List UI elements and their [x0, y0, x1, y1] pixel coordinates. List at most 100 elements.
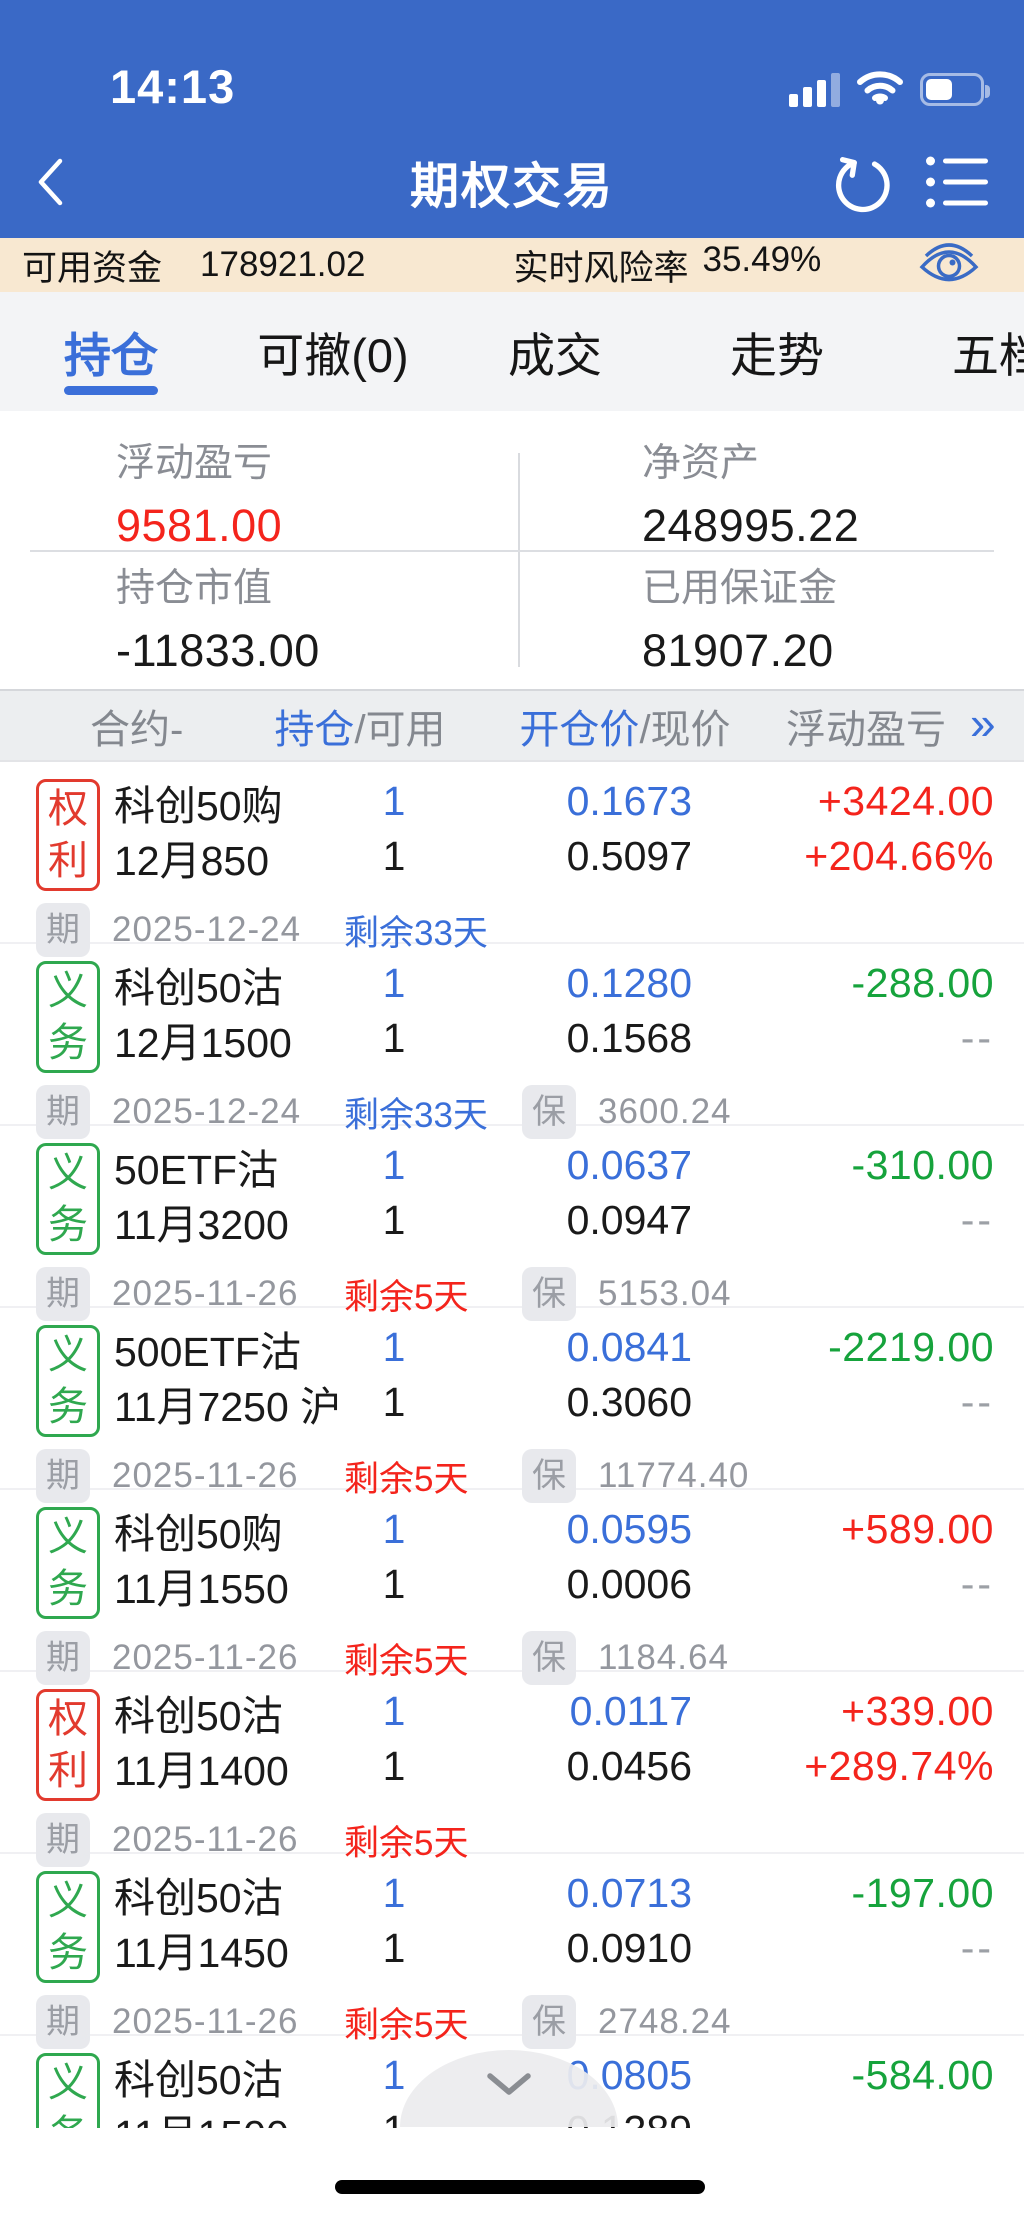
margin-badge: 保	[522, 1631, 576, 1685]
app-header: 14:13	[0, 0, 1024, 238]
pnl-percent: +289.74%	[804, 1743, 994, 1789]
margin-value: 5153.04	[598, 1274, 732, 1313]
position-qty: 1	[382, 960, 406, 1006]
order-list-icon[interactable]	[926, 155, 988, 209]
open-price: 0.0841	[566, 1324, 692, 1370]
tab-trend[interactable]: 走势	[730, 329, 824, 382]
cellular-signal-icon	[789, 72, 840, 107]
contract-name: 科创50沽	[114, 1692, 283, 1739]
last-price: 0.5097	[566, 833, 692, 879]
position-row[interactable]: 权利 科创50购 1 0.1673 +3424.00 12月850 1 0.50…	[0, 762, 1024, 957]
position-qty: 1	[382, 778, 406, 824]
market-value-cell: 持仓市值 -11833.00	[0, 554, 518, 679]
open-price: 0.0595	[566, 1506, 692, 1552]
home-indicator[interactable]	[335, 2180, 705, 2194]
contract-strike: 11月1450	[114, 1929, 289, 1976]
last-price: 0.0456	[566, 1743, 692, 1789]
available-funds-value: 178921.02	[200, 245, 366, 284]
position-row[interactable]: 义务 科创50沽 1 0.0713 -197.00 11月1450 1 0.09…	[0, 1854, 1024, 2049]
position-row[interactable]: 义务 500ETF沽 1 0.0841 -2219.00 11月7250 沪 1…	[0, 1308, 1024, 1503]
open-price: 0.1280	[566, 960, 692, 1006]
obligation-side-badge: 义务	[36, 961, 100, 1073]
nav-bar: 期权交易	[0, 126, 1024, 238]
contract-strike: 11月1550	[114, 1565, 289, 1612]
header-floating-pnl[interactable]: 浮动盈亏	[786, 707, 946, 752]
open-price: 0.1673	[566, 778, 692, 824]
header-contract-sort[interactable]: 合约-	[90, 707, 184, 752]
right-side-badge: 权利	[36, 779, 100, 891]
open-price: 0.0637	[566, 1142, 692, 1188]
expiry-date: 2025-11-26	[112, 1820, 299, 1859]
position-row[interactable]: 权利 科创50沽 1 0.0117 +339.00 11月1400 1 0.04…	[0, 1672, 1024, 1867]
contract-strike: 11月1400	[114, 1747, 289, 1794]
position-qty: 1	[382, 1506, 406, 1552]
header-open-last[interactable]: 开仓价/现价	[519, 707, 731, 752]
pnl-value: -288.00	[851, 960, 994, 1006]
position-row[interactable]: 义务 50ETF沽 1 0.0637 -310.00 11月3200 1 0.0…	[0, 1126, 1024, 1321]
active-tab-underline	[64, 386, 158, 395]
days-remaining: 剩余5天	[344, 1823, 469, 1863]
available-qty: 1	[382, 1743, 406, 1789]
contract-name: 科创50购	[114, 782, 283, 829]
position-qty: 1	[382, 1688, 406, 1734]
expiry-date: 2025-11-26	[112, 1274, 299, 1313]
net-assets-cell: 净资产 248995.22	[518, 429, 1024, 554]
available-qty: 1	[382, 1379, 406, 1425]
net-assets-label: 净资产	[642, 441, 760, 485]
positions-list: 权利 科创50购 1 0.1673 +3424.00 12月850 1 0.50…	[0, 762, 1024, 2128]
wifi-icon	[856, 69, 904, 110]
pnl-percent: --	[960, 1197, 994, 1243]
days-remaining: 剩余33天	[344, 1095, 488, 1135]
contract-name: 科创50沽	[114, 2056, 283, 2103]
tab-filled[interactable]: 成交	[508, 329, 602, 382]
refresh-icon[interactable]	[830, 151, 892, 213]
days-remaining: 剩余5天	[344, 1277, 469, 1317]
days-remaining: 剩余33天	[344, 913, 488, 953]
position-qty: 1	[382, 1142, 406, 1188]
margin-value: 1184.64	[598, 1638, 729, 1677]
margin-value: 2748.24	[598, 2002, 732, 2041]
tab-depth[interactable]: 五档	[952, 329, 1024, 382]
position-row[interactable]: 义务 科创50购 1 0.0595 +589.00 11月1550 1 0.00…	[0, 1490, 1024, 1685]
margin-badge: 保	[522, 1449, 576, 1503]
last-price: 0.1568	[566, 1015, 692, 1061]
back-button[interactable]	[36, 157, 64, 207]
more-columns-chevron-icon[interactable]: »	[970, 696, 996, 749]
position-row[interactable]: 义务 科创50沽 1 0.0805 -584.00 11月1500 1 0.13…	[0, 2036, 1024, 2128]
expiry-badge: 期	[36, 1631, 90, 1685]
pnl-percent: --	[960, 1015, 994, 1061]
last-price: 0.0947	[566, 1197, 692, 1243]
used-margin-cell: 已用保证金 81907.20	[518, 554, 1024, 679]
contract-strike: 12月1500	[114, 1019, 292, 1066]
expiry-badge: 期	[36, 903, 90, 957]
tab-bar: 持仓 可撤(0) 成交 走势 五档	[0, 292, 1024, 411]
contract-name: 科创50购	[114, 1510, 283, 1557]
last-price: 0.3060	[566, 1379, 692, 1425]
days-remaining: 剩余5天	[344, 2005, 469, 2045]
floating-pnl-label: 浮动盈亏	[116, 441, 273, 485]
market-value-value: -11833.00	[116, 624, 320, 676]
obligation-side-badge: 义务	[36, 1325, 100, 1437]
account-summary-panel: 浮动盈亏 9581.00 净资产 248995.22 持仓市值 -11833.0…	[0, 411, 1024, 689]
tab-positions[interactable]: 持仓	[0, 292, 222, 411]
available-qty: 1	[382, 1561, 406, 1607]
tab-cancelable[interactable]: 可撤(0)	[257, 329, 409, 382]
header-position-available[interactable]: 持仓/可用	[274, 707, 446, 752]
available-qty: 1	[324, 2107, 464, 2128]
position-qty: 1	[382, 1870, 406, 1916]
contract-name: 科创50沽	[114, 964, 283, 1011]
last-price: 0.0910	[566, 1925, 692, 1971]
battery-icon	[920, 73, 990, 106]
position-row[interactable]: 义务 科创50沽 1 0.1280 -288.00 12月1500 1 0.15…	[0, 944, 1024, 1139]
market-value-label: 持仓市值	[116, 566, 273, 610]
pnl-percent: --	[960, 1379, 994, 1425]
expiry-date: 2025-11-26	[112, 2002, 299, 2041]
pnl-value: -2219.00	[828, 1324, 994, 1370]
expiry-badge: 期	[36, 1813, 90, 1867]
net-assets-value: 248995.22	[642, 499, 860, 551]
pnl-value: +589.00	[841, 1506, 994, 1552]
pnl-value: +3424.00	[817, 778, 994, 824]
toggle-visibility-eye-icon[interactable]	[916, 242, 982, 288]
contract-strike: 12月850	[114, 837, 270, 884]
